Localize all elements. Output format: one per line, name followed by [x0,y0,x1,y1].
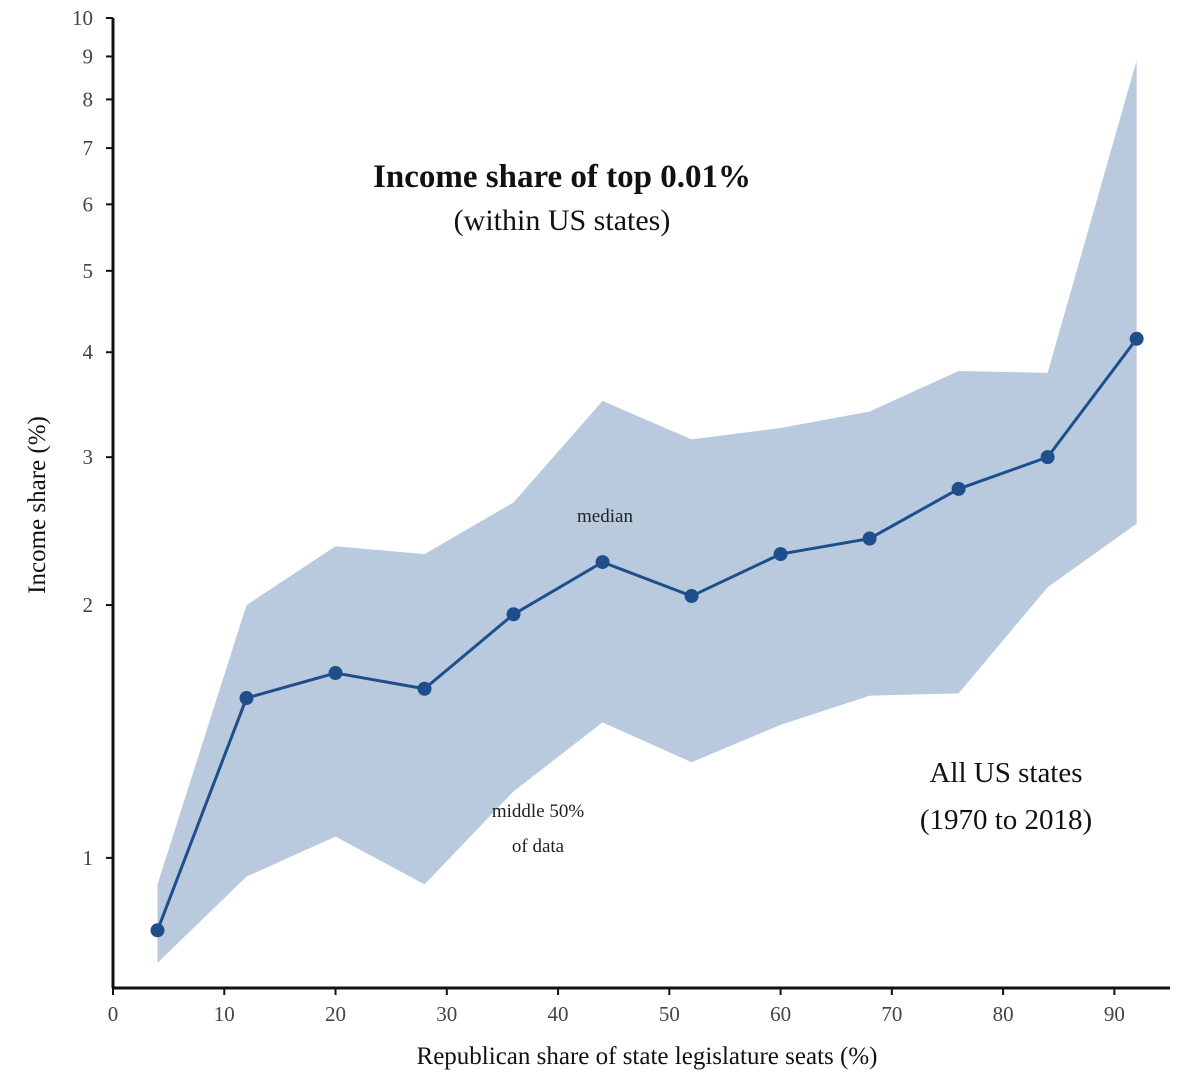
x-tick-label: 50 [659,1002,680,1026]
x-tick-label: 30 [436,1002,457,1026]
y-axis-title: Income share (%) [24,416,51,594]
scope-annotation-line2: (1970 to 2018) [920,804,1092,836]
band-annotation-line1: middle 50% [492,801,585,822]
median-point [951,481,966,496]
y-tick-label: 6 [83,192,94,216]
median-point [506,607,521,622]
x-tick-label: 90 [1104,1002,1125,1026]
median-point [328,666,343,681]
median-point [1040,450,1055,465]
x-tick-label: 80 [993,1002,1014,1026]
median-point [773,547,788,562]
y-tick-label: 8 [83,87,94,111]
x-tick-label: 10 [214,1002,235,1026]
x-tick-label: 0 [108,1002,119,1026]
median-annotation: median [577,506,633,527]
y-tick-label: 1 [83,846,94,870]
y-tick-label: 3 [83,445,94,469]
median-point [417,681,432,696]
x-axis-title: Republican share of state legislature se… [417,1043,878,1070]
y-tick-label: 7 [83,136,94,160]
y-tick-label: 9 [83,44,94,68]
scope-annotation-line1: All US states [929,757,1082,789]
median-point [684,589,699,604]
median-point [595,555,610,570]
median-point [1129,331,1144,346]
y-tick-label: 4 [83,340,94,364]
band-annotation-line2: of data [512,836,565,857]
chart-subtitle: (within US states) [454,204,671,237]
x-tick-label: 70 [881,1002,902,1026]
median-point [239,691,254,706]
x-tick-label: 40 [548,1002,569,1026]
middle-50-band [157,60,1137,963]
median-point [150,923,165,938]
x-tick-label: 20 [325,1002,346,1026]
y-tick-label: 10 [72,6,93,30]
x-tick-label: 60 [770,1002,791,1026]
y-tick-label: 5 [83,259,94,283]
y-tick-label: 2 [83,593,94,617]
median-point [862,531,877,546]
chart-title: Income share of top 0.01% [373,159,751,195]
median-line [156,337,1138,931]
